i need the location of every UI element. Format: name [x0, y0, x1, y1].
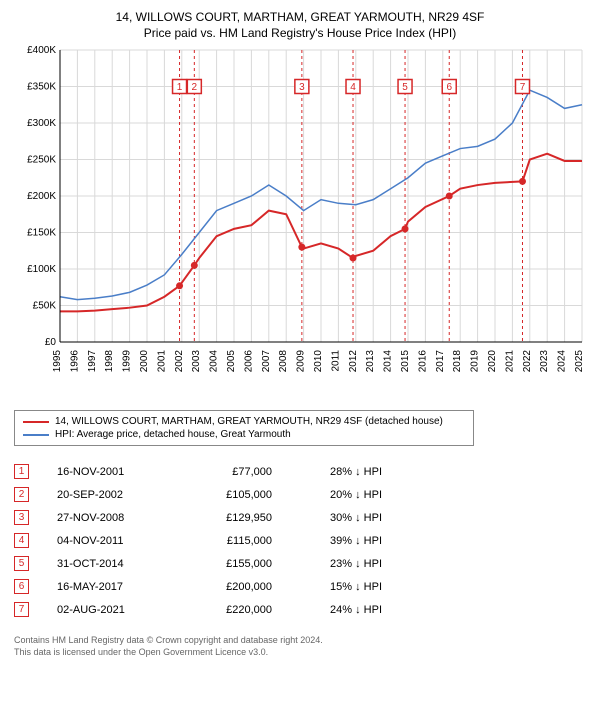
svg-text:£100K: £100K	[27, 264, 56, 275]
event-row: 2 20-SEP-2002 £105,000 20% ↓ HPI	[14, 483, 586, 506]
svg-text:1999: 1999	[122, 350, 133, 373]
chart-title-2: Price paid vs. HM Land Registry's House …	[14, 26, 586, 40]
svg-text:2009: 2009	[296, 350, 307, 373]
line-chart-svg: £0 £50K £100K £150K £200K £250K £300K £350K £400…	[14, 46, 586, 376]
svg-text:2023: 2023	[539, 350, 550, 373]
legend-row-hpi: HPI: Average price, detached house, Grea…	[23, 428, 465, 441]
svg-text:2014: 2014	[383, 350, 394, 373]
event-diff: 23% ↓ HPI	[292, 558, 382, 570]
event-row: 6 16-MAY-2017 £200,000 15% ↓ HPI	[14, 575, 586, 598]
svg-text:£350K: £350K	[27, 82, 56, 93]
event-diff: 20% ↓ HPI	[292, 489, 382, 501]
event-marker-box: 5	[14, 556, 29, 571]
event-marker-box: 7	[14, 602, 29, 617]
svg-text:1995: 1995	[52, 350, 63, 373]
svg-text:2019: 2019	[470, 350, 481, 373]
svg-text:1998: 1998	[104, 350, 115, 373]
legend-swatch-hpi	[23, 434, 49, 436]
svg-text:2016: 2016	[417, 350, 428, 373]
svg-text:£400K: £400K	[27, 46, 56, 56]
event-marker-box: 2	[14, 487, 29, 502]
event-marker-box: 4	[14, 533, 29, 548]
chart-container: 14, WILLOWS COURT, MARTHAM, GREAT YARMOU…	[0, 0, 600, 666]
svg-text:2008: 2008	[278, 350, 289, 373]
event-row: 7 02-AUG-2021 £220,000 24% ↓ HPI	[14, 598, 586, 621]
event-diff: 39% ↓ HPI	[292, 535, 382, 547]
svg-text:£250K: £250K	[27, 155, 56, 166]
event-date: 04-NOV-2011	[57, 535, 167, 547]
svg-text:2024: 2024	[557, 350, 568, 373]
svg-text:£150K: £150K	[27, 228, 56, 239]
event-diff: 15% ↓ HPI	[292, 581, 382, 593]
svg-text:2018: 2018	[452, 350, 463, 373]
svg-text:2017: 2017	[435, 350, 446, 373]
event-price: £220,000	[187, 604, 272, 616]
event-date: 16-MAY-2017	[57, 581, 167, 593]
event-price: £155,000	[187, 558, 272, 570]
svg-text:2025: 2025	[574, 350, 585, 373]
event-price: £129,950	[187, 512, 272, 524]
event-date: 20-SEP-2002	[57, 489, 167, 501]
svg-text:2022: 2022	[522, 350, 533, 373]
svg-text:2015: 2015	[400, 350, 411, 373]
svg-text:2: 2	[192, 82, 198, 93]
svg-text:4: 4	[350, 82, 356, 93]
event-price: £115,000	[187, 535, 272, 547]
svg-text:£200K: £200K	[27, 191, 56, 202]
svg-text:1: 1	[177, 82, 183, 93]
event-row: 3 27-NOV-2008 £129,950 30% ↓ HPI	[14, 506, 586, 529]
svg-text:1996: 1996	[69, 350, 80, 373]
event-date: 31-OCT-2014	[57, 558, 167, 570]
event-date: 02-AUG-2021	[57, 604, 167, 616]
svg-text:6: 6	[446, 82, 452, 93]
legend-label-property: 14, WILLOWS COURT, MARTHAM, GREAT YARMOU…	[55, 416, 443, 427]
event-marker-box: 3	[14, 510, 29, 525]
event-row: 1 16-NOV-2001 £77,000 28% ↓ HPI	[14, 460, 586, 483]
event-row: 5 31-OCT-2014 £155,000 23% ↓ HPI	[14, 552, 586, 575]
event-date: 16-NOV-2001	[57, 466, 167, 478]
svg-text:5: 5	[402, 82, 408, 93]
svg-text:2020: 2020	[487, 350, 498, 373]
svg-text:2012: 2012	[348, 350, 359, 373]
svg-text:2006: 2006	[243, 350, 254, 373]
svg-text:3: 3	[299, 82, 305, 93]
event-price: £77,000	[187, 466, 272, 478]
event-diff: 24% ↓ HPI	[292, 604, 382, 616]
legend: 14, WILLOWS COURT, MARTHAM, GREAT YARMOU…	[14, 410, 474, 446]
footer-line-2: This data is licensed under the Open Gov…	[14, 647, 586, 659]
svg-text:2002: 2002	[174, 350, 185, 373]
event-marker-box: 1	[14, 464, 29, 479]
svg-text:2011: 2011	[330, 350, 341, 372]
svg-text:£300K: £300K	[27, 118, 56, 129]
events-table: 1 16-NOV-2001 £77,000 28% ↓ HPI 2 20-SEP-2002…	[14, 460, 586, 621]
event-price: £105,000	[187, 489, 272, 501]
svg-text:2007: 2007	[261, 350, 272, 373]
svg-text:1997: 1997	[87, 350, 98, 373]
event-diff: 28% ↓ HPI	[292, 466, 382, 478]
event-marker-box: 6	[14, 579, 29, 594]
svg-text:2021: 2021	[504, 350, 515, 373]
chart-area: £0 £50K £100K £150K £200K £250K £300K £350K £400…	[14, 46, 586, 376]
svg-text:7: 7	[520, 82, 526, 93]
footer: Contains HM Land Registry data © Crown c…	[14, 635, 586, 658]
chart-title-1: 14, WILLOWS COURT, MARTHAM, GREAT YARMOU…	[14, 10, 586, 24]
svg-text:2001: 2001	[156, 350, 167, 373]
svg-text:2000: 2000	[139, 350, 150, 373]
svg-text:2010: 2010	[313, 350, 324, 373]
svg-text:£0: £0	[45, 337, 57, 348]
svg-text:2013: 2013	[365, 350, 376, 373]
svg-text:2005: 2005	[226, 350, 237, 373]
event-row: 4 04-NOV-2011 £115,000 39% ↓ HPI	[14, 529, 586, 552]
event-diff: 30% ↓ HPI	[292, 512, 382, 524]
svg-text:2003: 2003	[191, 350, 202, 373]
legend-row-property: 14, WILLOWS COURT, MARTHAM, GREAT YARMOU…	[23, 415, 465, 428]
legend-swatch-property	[23, 421, 49, 423]
event-date: 27-NOV-2008	[57, 512, 167, 524]
svg-text:2004: 2004	[209, 350, 220, 373]
legend-label-hpi: HPI: Average price, detached house, Grea…	[55, 429, 291, 440]
event-price: £200,000	[187, 581, 272, 593]
svg-text:£50K: £50K	[33, 301, 57, 312]
footer-line-1: Contains HM Land Registry data © Crown c…	[14, 635, 586, 647]
